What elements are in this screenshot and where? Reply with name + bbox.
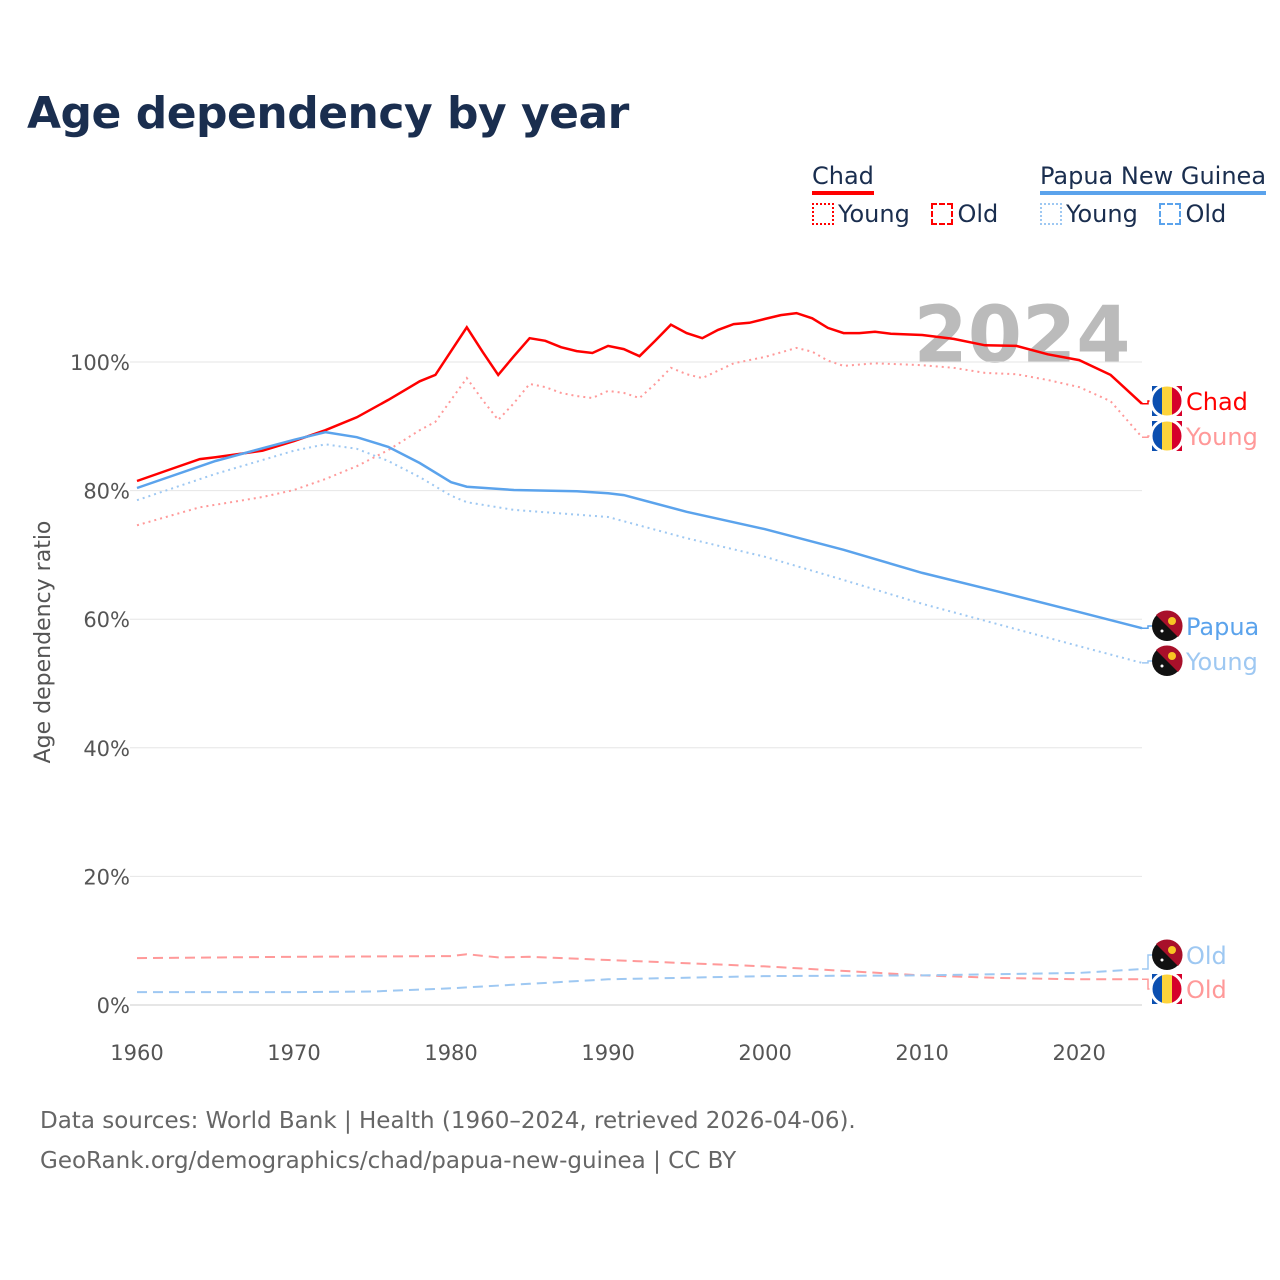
bird-of-paradise-icon [1168,652,1176,660]
end-label: Old [1186,976,1227,1004]
end-label: Papua [1186,613,1259,641]
end-label: Young [1185,423,1258,451]
label-connector [1142,660,1152,664]
series-line-chad-old [136,953,1142,981]
legend-chad: Chad Young Old [812,162,998,228]
end-label: Old [1186,942,1227,970]
flag-mask [1149,418,1185,454]
chad-flag-icon [1152,974,1162,1004]
source-note: Data sources: World Bank | Health (1960–… [40,1108,856,1134]
star-icon [1160,629,1164,633]
star-icon [1160,664,1164,668]
x-tick-label: 2010 [895,1041,948,1065]
y-tick-label: 60% [83,608,130,632]
year-watermark: 2024 [913,291,1130,381]
x-tick-label: 2020 [1052,1041,1105,1065]
dashed-swatch-icon [1159,203,1182,225]
y-tick-label: 100% [70,351,130,375]
star-icon [1160,958,1164,962]
end-label: Young [1185,648,1258,676]
chad-flag-icon [1152,386,1162,416]
x-tick-label: 1960 [110,1041,163,1065]
y-tick-label: 80% [83,480,130,504]
dotted-swatch-icon [812,203,834,225]
bird-of-paradise-icon [1168,617,1176,625]
chad-flag-icon [1162,386,1172,416]
x-tick-label: 1990 [581,1041,634,1065]
chad-flag-icon [1162,974,1172,1004]
series-line-papua-new-guinea-young [136,443,1143,664]
legend-chad-title: Chad [812,162,874,195]
chad-flag-icon [1172,421,1182,451]
legend-chad-young: Young [838,200,910,228]
legend-png-young: Young [1066,200,1138,228]
chad-flag-icon [1152,421,1162,451]
bird-of-paradise-icon [1168,946,1176,954]
series-line-papua-new-guinea [136,430,1143,630]
y-tick-label: 0% [97,994,130,1018]
series-line-chad [136,311,1143,483]
source-link[interactable]: GeoRank.org/demographics/chad/papua-new-… [40,1148,737,1174]
legend-png: Papua New Guinea Young Old [1040,162,1267,228]
x-tick-label: 2000 [738,1041,791,1065]
label-connector [1142,625,1152,629]
flag-mask [1149,383,1185,419]
x-tick-label: 1980 [424,1041,477,1065]
legend-png-old: Old [1185,200,1227,228]
end-label: Chad [1186,388,1248,416]
legend-png-title: Papua New Guinea [1040,162,1267,195]
label-connector [1142,954,1152,970]
chad-flag-icon [1172,974,1182,1004]
y-axis-label: Age dependency ratio [31,521,56,764]
chad-flag-icon [1162,421,1172,451]
series-line-papua-new-guinea-old [137,968,1143,994]
y-tick-label: 20% [83,865,130,889]
series-line-chad-young [136,346,1143,527]
dashed-swatch-icon [931,203,954,225]
dotted-swatch-icon [1040,203,1062,225]
legend-chad-old: Old [957,200,999,228]
flag-mask [1149,971,1185,1007]
chad-flag-icon [1172,386,1182,416]
y-tick-label: 40% [83,737,130,761]
chart-title: Age dependency by year [27,88,629,139]
x-tick-label: 1970 [267,1041,320,1065]
